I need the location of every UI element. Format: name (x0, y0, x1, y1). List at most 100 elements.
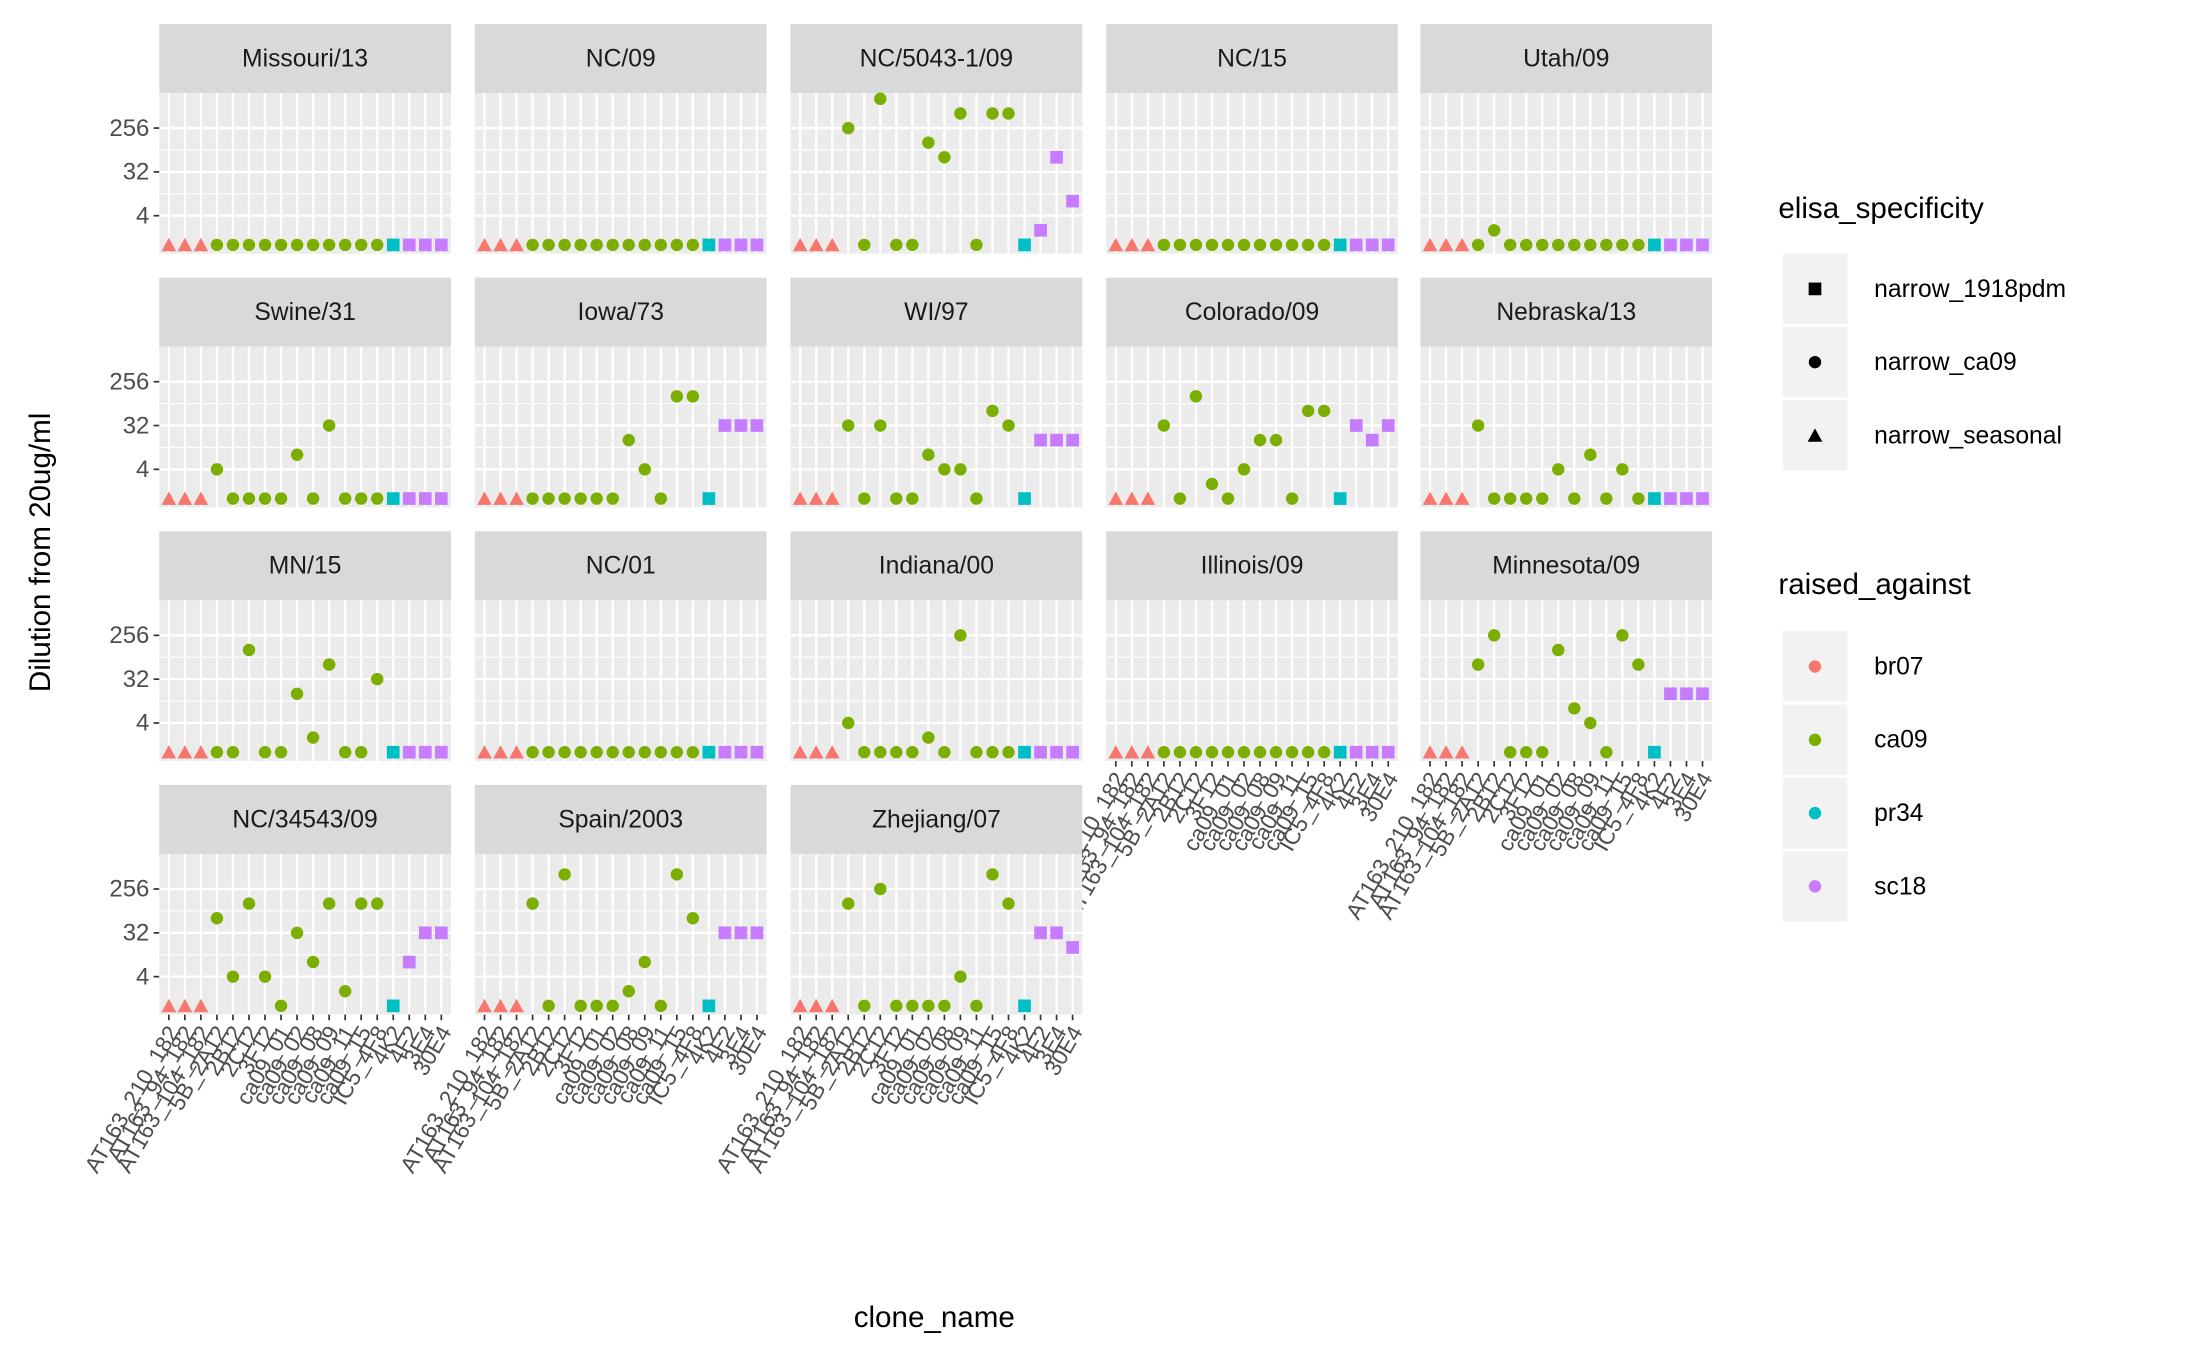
strip (474, 784, 767, 854)
point (1157, 419, 1171, 432)
point (654, 238, 667, 252)
point (1696, 687, 1709, 701)
y-tick-label: 256 (109, 622, 149, 649)
point (874, 746, 887, 759)
point (386, 999, 400, 1013)
point (1568, 492, 1581, 505)
panel-background (1106, 346, 1398, 508)
point (1189, 390, 1203, 403)
point (970, 746, 983, 759)
point (371, 672, 384, 686)
panel-background (159, 853, 451, 1015)
point (177, 491, 193, 505)
point (1471, 238, 1485, 252)
point (509, 998, 524, 1013)
point (1317, 746, 1331, 759)
point (1471, 419, 1485, 432)
point (824, 745, 840, 759)
point (477, 998, 492, 1013)
point (402, 955, 416, 969)
point (1034, 433, 1047, 447)
point (986, 746, 999, 759)
point (792, 491, 808, 505)
point (718, 419, 732, 432)
point (290, 238, 304, 252)
point (590, 746, 603, 759)
point (1301, 746, 1315, 759)
point (258, 970, 272, 983)
point (842, 897, 855, 910)
point (161, 491, 177, 505)
point (386, 492, 400, 505)
point (1018, 745, 1031, 759)
point (970, 238, 983, 252)
point (1253, 433, 1267, 447)
legend-label: sc18 (1874, 873, 1926, 900)
point (1632, 658, 1645, 671)
strip (1106, 277, 1398, 347)
point (493, 998, 508, 1013)
point (1140, 237, 1156, 252)
point (1108, 237, 1124, 252)
point (842, 419, 855, 432)
strip (474, 23, 767, 94)
strip (1420, 23, 1713, 94)
point (1600, 746, 1613, 759)
point (1503, 746, 1517, 759)
point (210, 912, 224, 925)
point (1438, 745, 1454, 759)
strip (1106, 23, 1398, 94)
point (922, 448, 935, 461)
point (1333, 745, 1347, 759)
panel-title: Missouri/13 (242, 45, 368, 72)
point (1108, 491, 1124, 505)
point (1648, 492, 1661, 505)
point (734, 238, 748, 252)
point (874, 92, 887, 106)
point (542, 746, 555, 759)
point (386, 238, 400, 252)
point (306, 238, 320, 252)
panel-background (1420, 93, 1713, 254)
panel-title: MN/15 (269, 553, 342, 580)
point (718, 238, 732, 252)
point (574, 492, 587, 505)
point (542, 238, 555, 252)
point (906, 999, 919, 1013)
point (509, 237, 524, 252)
point (670, 238, 684, 252)
point (338, 985, 352, 998)
point (418, 745, 432, 759)
strip (474, 277, 767, 347)
point (493, 491, 508, 505)
point (1536, 492, 1549, 505)
point (193, 745, 209, 759)
point (606, 746, 619, 759)
point (434, 926, 448, 940)
point (526, 897, 539, 910)
point (1018, 238, 1031, 252)
point (1487, 224, 1501, 237)
point (622, 985, 635, 998)
point (1648, 745, 1661, 759)
point (210, 746, 224, 759)
point (1285, 492, 1299, 505)
point (922, 999, 935, 1013)
strip (159, 23, 451, 94)
y-tick-label: 4 (136, 202, 149, 229)
y-tick-label: 256 (109, 368, 149, 395)
point (574, 999, 587, 1013)
point (1381, 745, 1395, 759)
legend-symbol (1807, 428, 1823, 442)
point (526, 492, 539, 505)
point (1648, 238, 1661, 252)
point (242, 492, 256, 505)
point (874, 419, 887, 432)
point (193, 998, 209, 1013)
strip (1420, 531, 1713, 601)
point (1487, 492, 1501, 505)
point (322, 419, 336, 432)
point (702, 492, 716, 505)
point (954, 629, 967, 642)
